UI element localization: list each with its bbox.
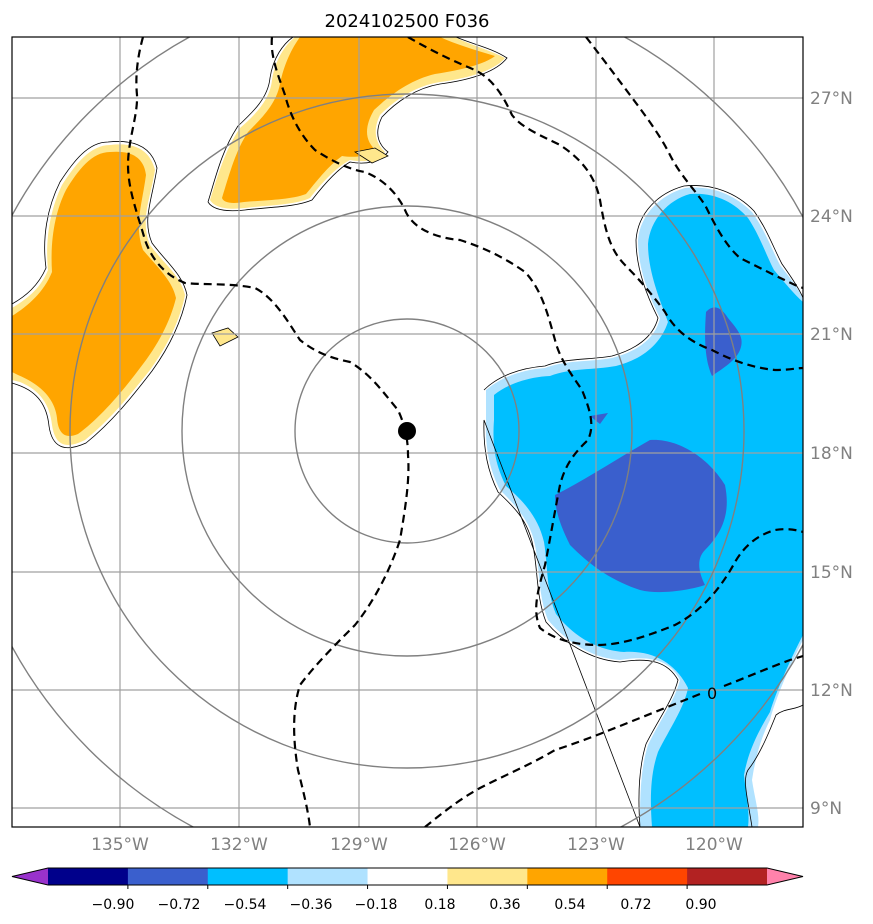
lon-tick-132w: 132°W	[210, 835, 268, 855]
contour-south	[424, 654, 803, 827]
dashed-contours	[126, 37, 803, 827]
lat-tick-27n: 27°N	[810, 89, 853, 109]
lat-tick-24n: 24°N	[810, 207, 853, 227]
cold-anomaly-east	[485, 187, 803, 827]
lon-tick-123w: 123°W	[567, 835, 625, 855]
colorbar-swatch	[527, 868, 608, 885]
colorbar-label: −0.36	[290, 897, 333, 913]
storm-center-marker	[398, 422, 416, 440]
colorbar-outline	[11, 867, 804, 886]
colorbar-label: −0.18	[355, 897, 398, 913]
gridlines	[12, 37, 803, 827]
range-ring-1	[294, 318, 520, 544]
colorbar-label: −0.72	[158, 897, 201, 913]
colorbar-swatch	[207, 868, 289, 885]
colorbar-swatch	[447, 868, 528, 885]
colorbar-label: 0.54	[554, 897, 585, 913]
colorbar-swatch	[367, 868, 448, 885]
colorbar-swatch	[48, 868, 129, 885]
latitude-tick-labels: 27°N 24°N 21°N 18°N 15°N 12°N 9°N	[810, 89, 853, 819]
contour-east	[585, 37, 803, 290]
lon-tick-129w: 129°W	[330, 835, 388, 855]
colorbar-label: 0.72	[620, 897, 651, 913]
colorbar-swatch	[287, 868, 369, 885]
contour-label-zero: 0	[707, 684, 717, 703]
colorbar-swatch	[607, 868, 688, 885]
colorbar	[11, 867, 804, 889]
longitude-tick-labels: 135°W 132°W 129°W 126°W 123°W 120°W	[91, 835, 743, 855]
lon-tick-135w: 135°W	[91, 835, 149, 855]
range-ring-3	[69, 93, 745, 769]
map-frame	[11, 36, 804, 828]
range-rings	[12, 37, 803, 827]
lat-tick-12n: 12°N	[810, 681, 853, 701]
colorbar-labels: −0.90 −0.72 −0.54 −0.36 −0.18 0.18 0.36 …	[92, 897, 717, 913]
lon-tick-120w: 120°W	[685, 835, 743, 855]
colorbar-swatch	[687, 868, 768, 885]
figure-title: 2024102500 F036	[325, 11, 490, 32]
contour-west	[126, 37, 410, 827]
colorbar-label: 0.18	[424, 897, 455, 913]
lat-tick-18n: 18°N	[810, 444, 853, 464]
colorbar-extend-min	[12, 868, 48, 885]
lon-tick-126w: 126°W	[448, 835, 506, 855]
lat-tick-15n: 15°N	[810, 563, 853, 583]
colorbar-label: −0.54	[224, 897, 267, 913]
lat-tick-21n: 21°N	[810, 325, 853, 345]
colorbar-extend-max	[767, 868, 803, 885]
colorbar-label: 0.36	[489, 897, 520, 913]
colorbar-label: 0.90	[685, 897, 716, 913]
map-panel: 0	[12, 37, 803, 827]
colorbar-swatch	[127, 868, 209, 885]
lat-tick-9n: 9°N	[810, 799, 842, 819]
range-ring-2	[181, 205, 633, 657]
colorbar-label: −0.90	[92, 897, 135, 913]
